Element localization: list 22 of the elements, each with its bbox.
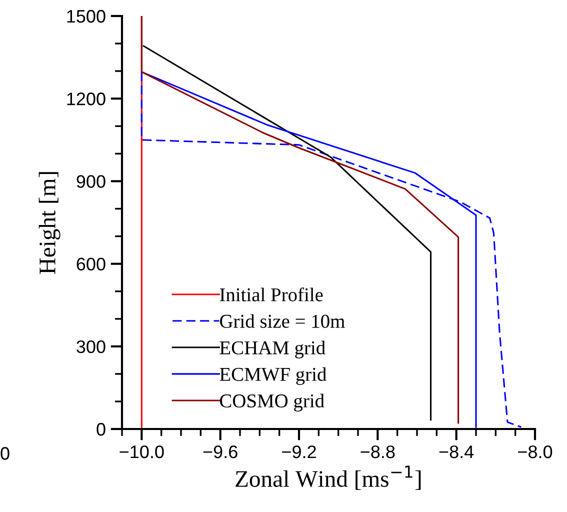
y-tick-label: 300	[76, 340, 106, 354]
x-tick-label: −8.0	[518, 445, 552, 458]
x-tick-label: −9.2	[282, 445, 316, 458]
legend-label: ECHAM grid	[220, 340, 326, 358]
y-tick-label: 1500	[67, 10, 106, 23]
x-axis-title: Zonal Wind [ms$^{−1}$]	[236, 466, 421, 490]
legend-label: ECMWF grid	[220, 367, 326, 385]
x-tick-label: −9.6	[203, 445, 238, 458]
x-tick-label: −10.0	[120, 445, 164, 458]
x-tick-label: −8.4	[439, 445, 474, 458]
y-tick-label: 1200	[67, 92, 106, 106]
text: 0	[0, 447, 10, 460]
y-tick-label: 900	[76, 175, 106, 188]
legend-label: COSMO grid	[220, 394, 324, 412]
y-tick-label: 600	[76, 258, 106, 271]
line-series	[142, 45, 432, 421]
x-tick-label: −8.8	[360, 445, 395, 458]
y-tick-label: 0	[96, 422, 106, 436]
legend-label: Grid size = 10m	[220, 314, 345, 328]
y-axis-title: Height [m]	[38, 172, 60, 274]
line-series	[140, 16, 460, 424]
legend-label: Initial Profile	[220, 287, 323, 302]
